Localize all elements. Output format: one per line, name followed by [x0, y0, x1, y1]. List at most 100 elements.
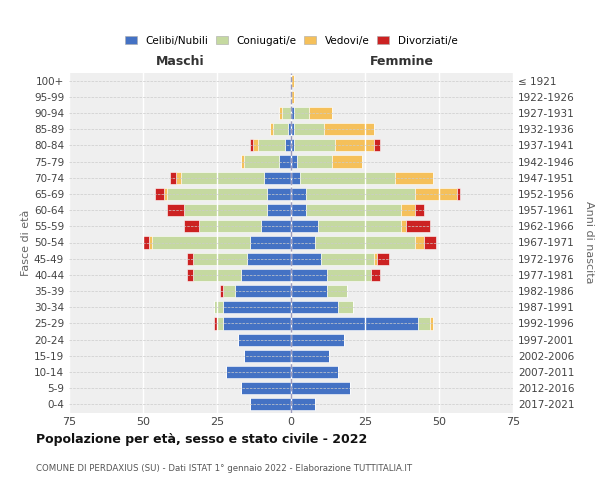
Bar: [371, 269, 380, 281]
Bar: [415, 236, 424, 248]
Bar: [326, 269, 371, 281]
Bar: [294, 140, 335, 151]
Text: COMUNE DI PERDAXIUS (SU) - Dati ISTAT 1° gennaio 2022 - Elaborazione TUTTITALIA.: COMUNE DI PERDAXIUS (SU) - Dati ISTAT 1°…: [36, 464, 412, 473]
Bar: [294, 123, 323, 135]
Y-axis label: Fasce di età: Fasce di età: [21, 210, 31, 276]
Bar: [244, 350, 291, 362]
Bar: [395, 172, 433, 184]
Bar: [291, 123, 294, 135]
Bar: [247, 252, 291, 265]
Bar: [377, 252, 389, 265]
Bar: [250, 140, 253, 151]
Bar: [279, 107, 282, 119]
Bar: [291, 90, 294, 103]
Bar: [214, 301, 223, 314]
Bar: [217, 318, 223, 330]
Bar: [282, 107, 291, 119]
Bar: [152, 236, 250, 248]
Bar: [406, 220, 430, 232]
Bar: [418, 318, 430, 330]
Bar: [270, 123, 273, 135]
Bar: [291, 220, 317, 232]
Bar: [291, 156, 297, 168]
Bar: [244, 156, 279, 168]
Bar: [187, 269, 193, 281]
Bar: [223, 301, 291, 314]
Bar: [241, 382, 291, 394]
Bar: [309, 107, 332, 119]
Text: Maschi: Maschi: [155, 54, 205, 68]
Bar: [250, 398, 291, 410]
Bar: [291, 74, 294, 86]
Bar: [265, 172, 291, 184]
Bar: [291, 188, 306, 200]
Bar: [306, 188, 415, 200]
Bar: [291, 172, 300, 184]
Bar: [223, 285, 235, 297]
Text: Popolazione per età, sesso e stato civile - 2022: Popolazione per età, sesso e stato civil…: [36, 432, 367, 446]
Bar: [457, 188, 460, 200]
Bar: [273, 123, 288, 135]
Bar: [167, 204, 184, 216]
Bar: [262, 220, 291, 232]
Bar: [401, 220, 406, 232]
Bar: [332, 156, 362, 168]
Bar: [176, 172, 181, 184]
Bar: [317, 220, 401, 232]
Bar: [259, 140, 285, 151]
Bar: [338, 301, 353, 314]
Bar: [291, 236, 314, 248]
Bar: [235, 285, 291, 297]
Bar: [223, 318, 291, 330]
Bar: [187, 252, 193, 265]
Bar: [291, 285, 326, 297]
Bar: [193, 252, 247, 265]
Bar: [164, 188, 167, 200]
Bar: [241, 269, 291, 281]
Bar: [300, 172, 395, 184]
Bar: [314, 236, 415, 248]
Bar: [170, 172, 176, 184]
Bar: [415, 188, 457, 200]
Bar: [288, 123, 291, 135]
Bar: [291, 398, 314, 410]
Bar: [291, 252, 320, 265]
Text: Femmine: Femmine: [370, 54, 434, 68]
Bar: [374, 140, 380, 151]
Bar: [291, 204, 306, 216]
Bar: [291, 318, 418, 330]
Bar: [401, 204, 415, 216]
Bar: [335, 140, 374, 151]
Bar: [323, 123, 374, 135]
Bar: [184, 204, 268, 216]
Bar: [291, 334, 344, 345]
Bar: [250, 236, 291, 248]
Bar: [167, 188, 268, 200]
Bar: [430, 318, 433, 330]
Bar: [297, 156, 332, 168]
Bar: [214, 318, 217, 330]
Y-axis label: Anni di nascita: Anni di nascita: [584, 201, 594, 283]
Bar: [326, 285, 347, 297]
Bar: [285, 140, 291, 151]
Bar: [320, 252, 374, 265]
Bar: [149, 236, 152, 248]
Bar: [226, 366, 291, 378]
Bar: [291, 269, 326, 281]
Bar: [291, 366, 338, 378]
Bar: [268, 204, 291, 216]
Bar: [199, 220, 262, 232]
Bar: [291, 107, 294, 119]
Bar: [374, 252, 377, 265]
Bar: [238, 334, 291, 345]
Bar: [143, 236, 149, 248]
Bar: [291, 350, 329, 362]
Bar: [253, 140, 259, 151]
Legend: Celibi/Nubili, Coniugati/e, Vedovi/e, Divorziati/e: Celibi/Nubili, Coniugati/e, Vedovi/e, Di…: [122, 34, 460, 48]
Bar: [155, 188, 164, 200]
Bar: [181, 172, 265, 184]
Bar: [193, 269, 241, 281]
Bar: [306, 204, 401, 216]
Bar: [294, 107, 309, 119]
Bar: [415, 204, 424, 216]
